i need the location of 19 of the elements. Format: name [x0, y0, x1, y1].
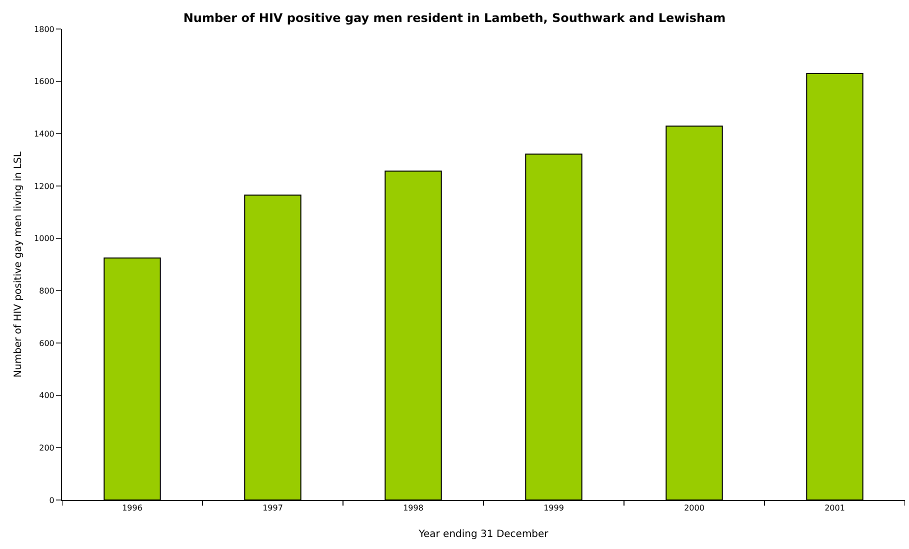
y-axis-title: Number of HIV positive gay men living in LSL	[13, 151, 24, 378]
x-tick-label: 1997	[262, 504, 283, 513]
y-tick-label: 1400	[34, 129, 54, 138]
y-tick-label: 600	[39, 338, 54, 348]
y-tick-label: 400	[39, 391, 54, 400]
y-tick-label: 1200	[34, 182, 54, 191]
y-tick-label: 1600	[34, 77, 54, 86]
x-axis-title: Year ending 31 December	[418, 529, 550, 540]
x-tick-label: 2001	[824, 504, 845, 513]
x-tick-label: 1996	[122, 504, 142, 513]
y-tick-label: 1000	[34, 234, 54, 244]
y-tick-label: 200	[39, 443, 54, 452]
y-tick-label: 0	[49, 496, 54, 505]
x-tick-label: 1998	[403, 504, 424, 513]
x-tick-label: 2000	[684, 504, 704, 513]
y-tick-label: 1800	[34, 24, 54, 34]
x-tick-label: 1999	[544, 504, 564, 513]
chart-title: Number of HIV positive gay men resident in Lambeth, Southwark and Lewisham	[183, 11, 726, 26]
y-tick-label: 800	[39, 286, 54, 296]
